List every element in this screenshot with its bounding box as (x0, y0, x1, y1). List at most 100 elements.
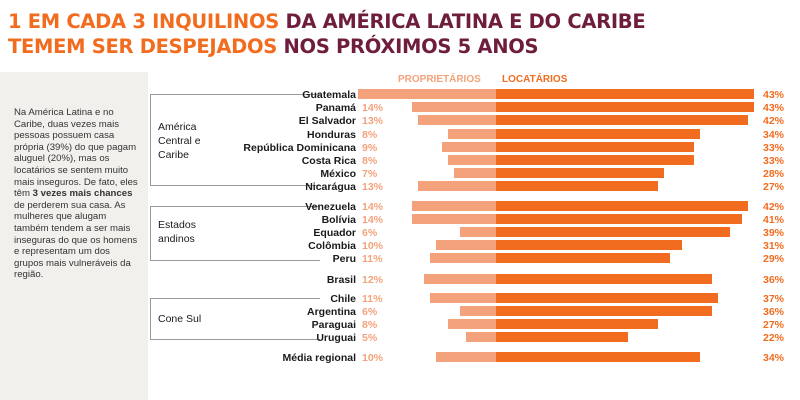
group-bracket-central (150, 94, 320, 186)
renter-bar-republica-dominicana (496, 142, 694, 152)
renter-value-uruguai: 22% (763, 332, 785, 344)
renter-bar-uruguai (496, 332, 628, 342)
title-line-1: 1 EM CADA 3 INQUILINOS DA AMÉRICA LATINA… (8, 10, 646, 33)
renter-value-media-regional: 34% (763, 352, 785, 364)
renter-value-bolivia: 41% (763, 214, 785, 226)
country-label-nicaragua: Nicarágua (305, 181, 356, 193)
owner-bar-argentina (460, 306, 496, 316)
owner-bar-mexico (454, 168, 496, 178)
renter-value-brasil: 36% (763, 274, 785, 286)
renter-bar-venezuela (496, 201, 748, 211)
owner-bar-uruguai (466, 332, 496, 342)
country-label-equador: Equador (313, 227, 356, 239)
renter-bar-panama (496, 102, 754, 112)
renter-bar-nicaragua (496, 181, 658, 191)
renter-value-guatemala: 43% (763, 89, 785, 101)
country-label-colombia: Colômbia (308, 240, 356, 252)
owner-value-venezuela: 14% (362, 201, 384, 213)
renter-bar-bolivia (496, 214, 742, 224)
owner-bar-venezuela (412, 201, 496, 211)
renter-value-nicaragua: 27% (763, 181, 785, 193)
owner-value-guatemala: 23% (362, 89, 384, 101)
country-label-chile: Chile (330, 293, 356, 305)
owner-bar-el-salvador (418, 115, 496, 125)
title-line-1-highlight: 1 EM CADA 3 INQUILINOS (8, 10, 279, 33)
country-label-honduras: Honduras (307, 129, 356, 141)
renter-bar-honduras (496, 129, 700, 139)
group-label-andean: Estados andinos (158, 218, 218, 246)
owner-bar-nicaragua (418, 181, 496, 191)
renter-bar-peru (496, 253, 670, 263)
legend-owners: PROPRIETÁRIOS (398, 74, 481, 85)
owner-value-el-salvador: 13% (362, 115, 384, 127)
renter-bar-costa-rica (496, 155, 694, 165)
owner-value-nicaragua: 13% (362, 181, 384, 193)
country-label-uruguai: Uruguai (316, 332, 356, 344)
title-line-2: TEMEM SER DESPEJADOS NOS PRÓXIMOS 5 ANOS (8, 35, 539, 58)
owner-value-chile: 11% (362, 293, 383, 305)
renter-bar-mexico (496, 168, 664, 178)
owner-value-colombia: 10% (362, 240, 384, 252)
country-label-paraguai: Paraguai (312, 319, 356, 331)
group-label-central: América Central e Caribe (158, 120, 218, 162)
title-line-1-rest: DA AMÉRICA LATINA E DO CARIBE (278, 10, 646, 33)
country-label-mexico: México (320, 168, 356, 180)
owner-value-brasil: 12% (362, 274, 384, 286)
renter-bar-equador (496, 227, 730, 237)
owner-bar-republica-dominicana (442, 142, 496, 152)
renter-value-honduras: 34% (763, 129, 785, 141)
owner-value-honduras: 8% (362, 129, 378, 141)
legend-renters: LOCATÁRIOS (502, 74, 568, 85)
renter-bar-colombia (496, 240, 682, 250)
group-label-south-text: Cone Sul (158, 313, 202, 325)
owner-value-uruguai: 5% (362, 332, 378, 344)
country-label-peru: Peru (333, 253, 356, 265)
country-label-brasil: Brasil (327, 274, 356, 286)
renter-bar-el-salvador (496, 115, 748, 125)
owner-bar-panama (412, 102, 496, 112)
renter-bar-paraguai (496, 319, 658, 329)
renter-value-panama: 43% (763, 102, 785, 114)
owner-value-bolivia: 14% (362, 214, 384, 226)
owner-value-republica-dominicana: 9% (362, 142, 378, 154)
owner-bar-equador (460, 227, 496, 237)
country-label-guatemala: Guatemala (302, 89, 356, 101)
side-text-part-2: de perderem sua casa. As mulheres que al… (14, 199, 138, 281)
renter-value-chile: 37% (763, 293, 785, 305)
group-label-andean-text: Estados andinos (158, 219, 196, 245)
renter-value-colombia: 31% (763, 240, 785, 252)
owner-value-media-regional: 10% (362, 352, 384, 364)
country-label-media-regional: Média regional (282, 352, 356, 364)
owner-value-argentina: 6% (362, 306, 378, 318)
renter-value-republica-dominicana: 33% (763, 142, 785, 154)
renter-bar-media-regional (496, 352, 700, 362)
owner-bar-bolivia (412, 214, 496, 224)
group-bracket-south (150, 298, 320, 340)
owner-bar-media-regional (436, 352, 496, 362)
renter-value-venezuela: 42% (763, 201, 785, 213)
title-line-2-highlight: TEMEM SER DESPEJADOS (8, 35, 278, 58)
country-label-venezuela: Venezuela (305, 201, 356, 213)
country-label-republica-dominicana: República Dominicana (243, 142, 356, 154)
side-info-panel (0, 72, 148, 400)
owner-bar-costa-rica (448, 155, 496, 165)
title-line-2-rest: NOS PRÓXIMOS 5 ANOS (277, 35, 539, 58)
owner-bar-chile (430, 293, 496, 303)
country-label-costa-rica: Costa Rica (302, 155, 356, 167)
owner-bar-honduras (448, 129, 496, 139)
owner-value-equador: 6% (362, 227, 378, 239)
renter-value-paraguai: 27% (763, 319, 785, 331)
renter-value-el-salvador: 42% (763, 115, 785, 127)
renter-value-equador: 39% (763, 227, 785, 239)
renter-value-peru: 29% (763, 253, 785, 265)
renter-value-costa-rica: 33% (763, 155, 785, 167)
owner-value-panama: 14% (362, 102, 384, 114)
country-label-el-salvador: El Salvador (299, 115, 356, 127)
owner-value-costa-rica: 8% (362, 155, 378, 167)
country-label-panama: Panamá (316, 102, 356, 114)
side-text-part-1: Na América Latina e no Caribe, duas veze… (14, 107, 138, 200)
group-label-south: Cone Sul (158, 312, 201, 326)
group-bracket-andean (150, 206, 320, 261)
owner-bar-colombia (436, 240, 496, 250)
